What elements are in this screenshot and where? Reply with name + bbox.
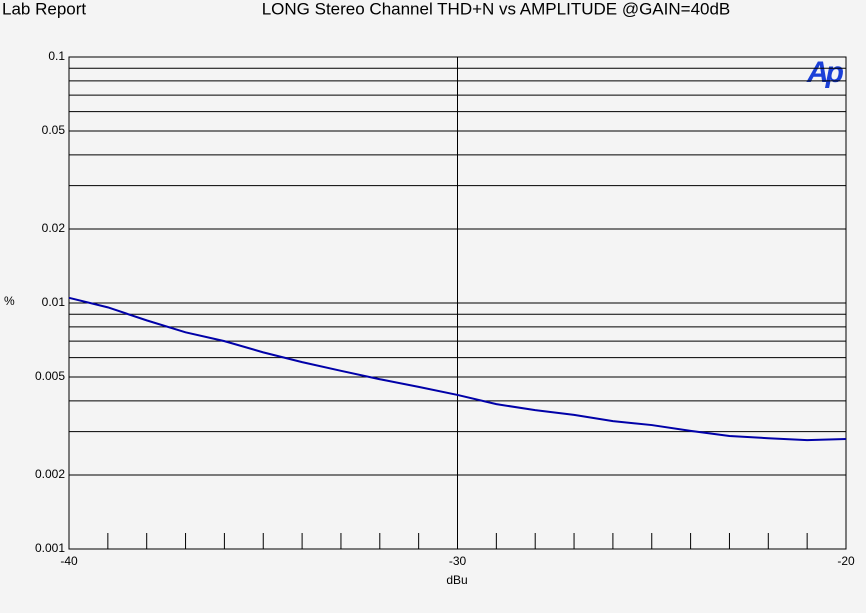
y-tick-label: 0.001	[35, 541, 65, 555]
x-axis-label: dBu	[446, 573, 467, 587]
x-tick-label: -20	[837, 554, 855, 568]
data-line	[68, 296, 847, 442]
chart-title: LONG Stereo Channel THD+N vs AMPLITUDE @…	[262, 0, 731, 18]
y-tick-label: 0.02	[42, 221, 66, 235]
logo: Ap	[806, 56, 844, 89]
y-axis-label: %	[4, 294, 15, 308]
y-tick-label: 0.1	[48, 49, 65, 63]
y-tick-label: 0.002	[35, 467, 65, 481]
x-tick-label: -40	[60, 554, 78, 568]
x-tick-label: -30	[449, 554, 467, 568]
y-tick-label: 0.01	[42, 295, 66, 309]
y-tick-label: 0.005	[35, 369, 65, 383]
report-header: Lab Report	[2, 0, 86, 18]
y-tick-label: 0.05	[42, 123, 66, 137]
